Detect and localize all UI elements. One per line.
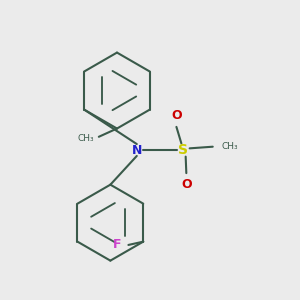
Text: F: F	[113, 238, 122, 251]
Text: O: O	[181, 178, 192, 190]
Text: CH₃: CH₃	[77, 134, 94, 143]
Text: S: S	[178, 143, 188, 157]
Text: O: O	[171, 110, 182, 122]
Text: N: N	[132, 143, 142, 157]
Text: CH₃: CH₃	[221, 142, 238, 151]
